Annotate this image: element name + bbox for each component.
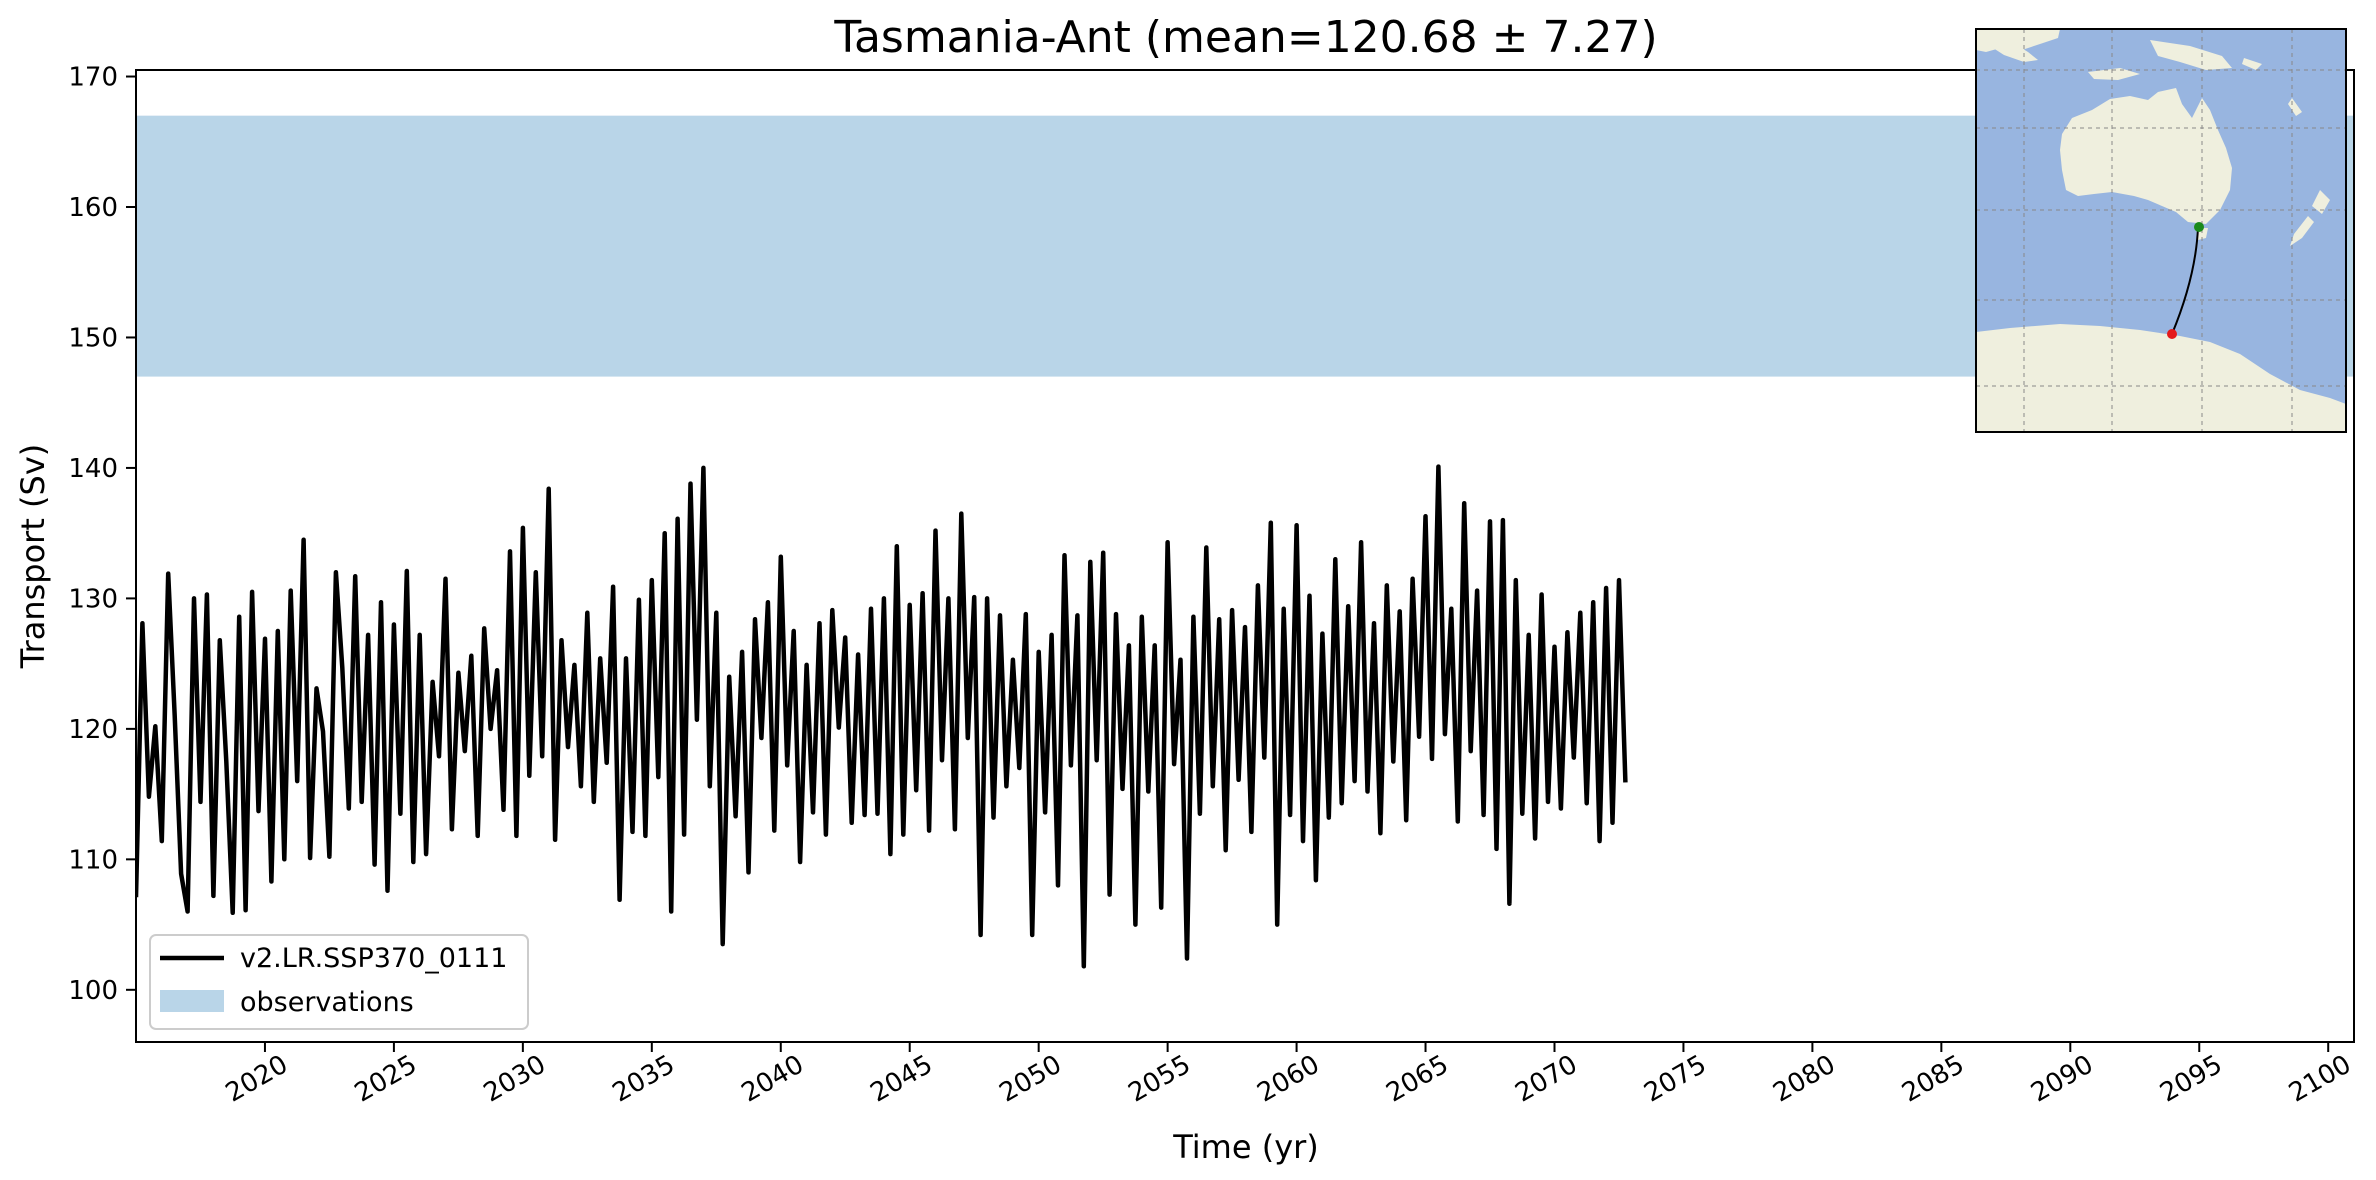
section-line <box>2171 226 2199 335</box>
chart-title: Tasmania-Ant (mean=120.68 ± 7.27) <box>833 12 1657 63</box>
x-axis-label: Time (yr) <box>1172 1128 1319 1166</box>
y-tick-label: 130 <box>68 584 118 614</box>
map-land-antarctica <box>1976 324 2346 432</box>
section-end-marker <box>2167 329 2177 339</box>
legend: v2.LR.SSP370_0111 observations <box>149 934 529 1030</box>
legend-label-series: v2.LR.SSP370_0111 <box>240 943 507 974</box>
y-axis: 100 110 120 130 140 150 160 170 <box>68 63 136 1006</box>
inset-map <box>1975 28 2347 433</box>
map-land-pacific-islands <box>2242 58 2302 116</box>
y-tick-label: 160 <box>68 193 118 223</box>
inset-map-frame <box>1975 28 2347 433</box>
y-tick-label: 100 <box>68 976 118 1006</box>
map-land-new-guinea <box>2150 40 2232 70</box>
y-tick-label: 110 <box>68 845 118 875</box>
section-start-marker <box>2194 222 2204 232</box>
y-tick-label: 150 <box>68 323 118 353</box>
y-tick-label: 120 <box>68 715 118 745</box>
legend-band-swatch <box>160 990 224 1012</box>
map-land-new-zealand <box>2290 190 2330 246</box>
map-land-indonesia-west <box>1986 36 2038 62</box>
y-axis-label: Transport (Sv) <box>14 444 52 670</box>
legend-box <box>149 934 529 1030</box>
series-line-v2-lr-ssp370-0111 <box>136 464 1628 969</box>
map-land-indonesia-east <box>2088 68 2140 80</box>
y-tick-label: 170 <box>68 63 118 93</box>
y-tick-label: 140 <box>68 454 118 484</box>
plot-frame <box>135 69 2355 1043</box>
map-land-australia <box>2060 88 2232 224</box>
legend-label-observations: observations <box>240 987 414 1018</box>
